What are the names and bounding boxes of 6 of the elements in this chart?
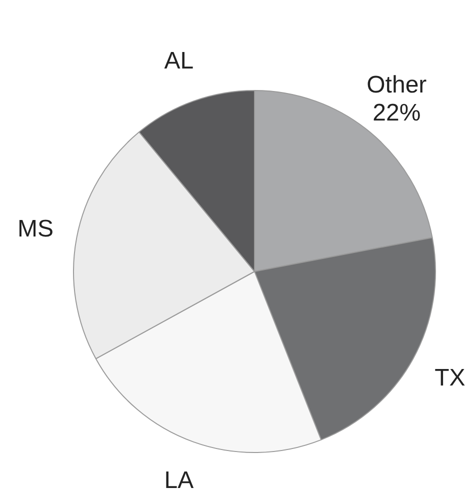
slice-label: TX [434,364,466,392]
slice-label: LA [164,466,194,491]
data-label: 22% [372,99,421,126]
slice-label: MS [17,215,54,242]
slice-label: Other [366,71,427,98]
slice-label: AL [164,47,194,74]
